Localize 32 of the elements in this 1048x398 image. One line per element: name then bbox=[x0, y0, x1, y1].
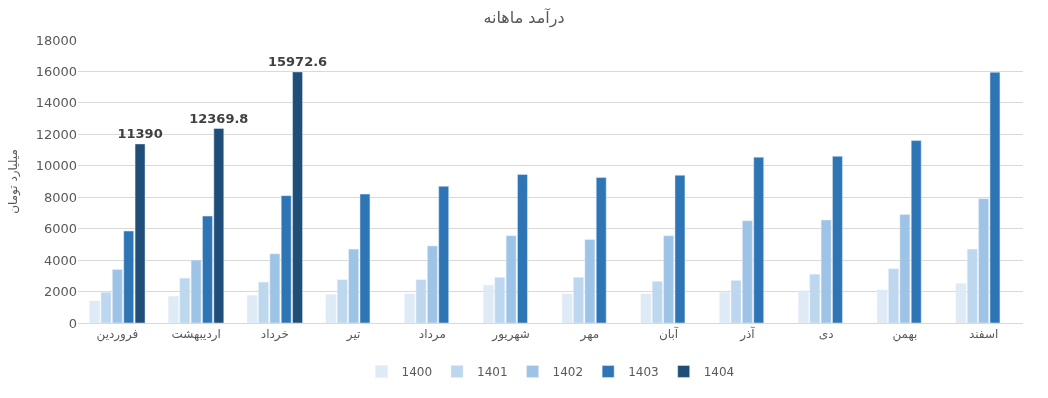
x-tick-label: آذر bbox=[739, 326, 756, 343]
y-tick-label: 16000 bbox=[35, 63, 77, 79]
x-tick-label: آبان bbox=[659, 326, 679, 342]
x-tick-label: مرداد bbox=[418, 327, 446, 343]
x-tick-label: اسفند bbox=[968, 327, 999, 342]
x-tick-label: فروردین bbox=[96, 327, 139, 343]
x-tick-label: بهمن bbox=[892, 327, 918, 343]
x-tick-label: مهر bbox=[579, 327, 600, 343]
chart-title: درآمد ماهانه bbox=[483, 8, 565, 29]
y-tick-label: 12000 bbox=[35, 126, 77, 142]
legend-label: 1404 bbox=[703, 365, 735, 380]
y-tick-label: 8000 bbox=[43, 189, 77, 205]
legend-label: 1401 bbox=[477, 365, 508, 380]
y-tick-label: 0 bbox=[68, 315, 77, 331]
y-tick-label: 18000 bbox=[35, 32, 77, 48]
x-tick-label: شهریور bbox=[491, 327, 530, 343]
y-tick-label: 14000 bbox=[35, 95, 77, 111]
x-tick-label: خرداد bbox=[260, 327, 289, 343]
data-label: 12369.8 bbox=[189, 110, 249, 126]
y-tick-label: 10000 bbox=[35, 158, 77, 174]
data-label: 11390 bbox=[117, 125, 163, 141]
x-tick-label: تیر bbox=[345, 327, 361, 343]
y-tick-label: 6000 bbox=[43, 221, 77, 237]
y-tick-label: 4000 bbox=[43, 252, 77, 268]
y-tick-label: 2000 bbox=[43, 284, 77, 300]
y-axis-title: میلیارد تومان bbox=[5, 149, 21, 214]
data-label: 15972.6 bbox=[267, 53, 328, 69]
x-tick-label: دی bbox=[818, 327, 834, 342]
legend-label: 1400 bbox=[401, 365, 433, 380]
x-tick-label: اردیبهشت bbox=[171, 327, 221, 343]
legend-label: 1403 bbox=[628, 365, 659, 380]
legend-label: 1402 bbox=[552, 365, 584, 380]
